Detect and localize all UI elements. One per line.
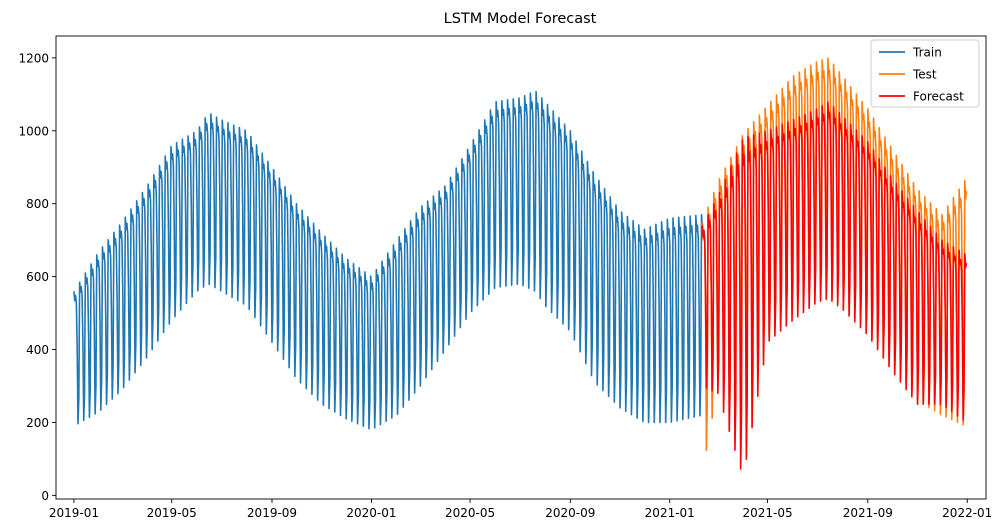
y-tick-label: 1200 — [18, 51, 49, 65]
chart-title: LSTM Model Forecast — [444, 11, 597, 27]
x-tick-label: 2019-09 — [247, 506, 297, 520]
legend-label-train: Train — [912, 46, 942, 60]
x-tick-label: 2020-09 — [545, 506, 595, 520]
legend-label-test: Test — [912, 68, 937, 82]
axes-layer: 0 200 400 600 800 1000 1200 2019-01 2019-05 2019-… — [18, 35, 992, 520]
x-tick-label: 2021-01 — [645, 506, 695, 520]
legend-box — [870, 39, 980, 108]
x-tick-label: 2021-09 — [843, 506, 893, 520]
series-layer — [73, 57, 968, 470]
y-tick-label: 1000 — [18, 124, 49, 138]
x-tick-label: 2020-05 — [445, 506, 495, 520]
x-tick-label: 2021-05 — [742, 506, 792, 520]
legend-label-forecast: Forecast — [913, 90, 964, 104]
x-tick-label: 2019-01 — [49, 506, 99, 520]
plot-frame — [55, 35, 987, 500]
y-tick-label: 600 — [26, 270, 49, 284]
y-tick-label: 400 — [26, 343, 49, 357]
series-line-forecast — [701, 101, 968, 470]
x-tick-label: 2022-01 — [942, 506, 992, 520]
x-tick-label: 2020-01 — [346, 506, 396, 520]
y-tick-label: 800 — [26, 197, 49, 211]
x-tick-label: 2019-05 — [147, 506, 197, 520]
y-tick-label: 0 — [41, 489, 49, 503]
y-tick-label: 200 — [26, 416, 49, 430]
series-line-train — [73, 90, 704, 430]
legend: Train Test Forecast — [870, 39, 980, 108]
